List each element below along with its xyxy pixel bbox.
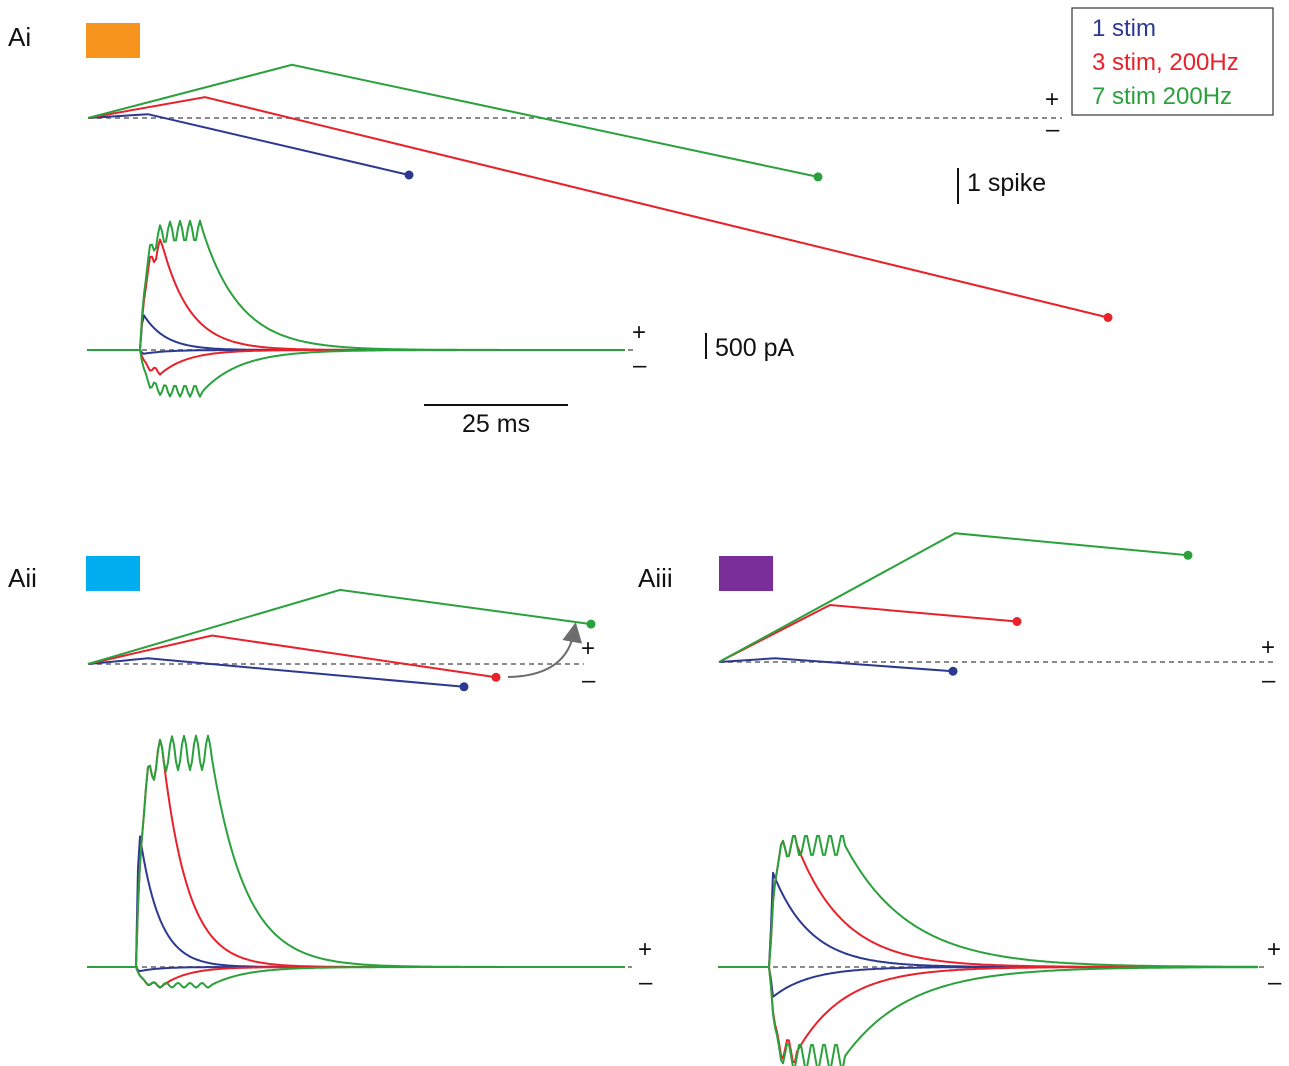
ai-current-neg-7-stim [87,349,625,398]
aiii-summary-endpoint-3-stim [1012,617,1022,626]
aii-current-minus: – [639,969,653,996]
ai-summary-endpoint-3-stim [1103,313,1113,322]
aii-summary-line-1-stim [87,657,465,688]
ai-summary-endpoint-7-stim [813,172,823,182]
ai-summary-minus: – [1046,116,1060,143]
aii-summary-endpoint-7-stim [586,619,596,629]
ai-summary-line-3-stim [87,96,1109,319]
aii-current-neg-7-stim [87,966,625,989]
ai-summary-line-7-stim [87,63,819,178]
legend: 1 stim 3 stim, 200Hz 7 stim 200Hz [1071,7,1274,116]
panel-label-aiii: Aiii [638,563,673,593]
ai-current-neg-3-stim [87,349,625,376]
aiii-current-plus: + [1267,936,1281,963]
aiii-summary-minus: – [1262,667,1276,694]
ai-current-plus: + [632,319,646,346]
aiii-summary-line-1-stim [718,657,954,673]
panel-label-aii: Aii [8,563,37,593]
aiii-current-pos-7-stim [718,834,1258,968]
swatch-aiii [719,556,773,591]
aii-summary-plus: + [581,635,595,662]
ai-current-pos-3-stim [87,238,625,351]
spike-scale-label: 1 spike [967,169,1046,197]
ai-summary-line-1-stim [87,113,410,176]
aii-current-pos-1-stim [87,835,625,968]
legend-item-3-stim: 3 stim, 200Hz [1092,49,1239,76]
ai-summary-endpoint-1-stim [404,170,414,180]
plot-layer [87,63,1258,1066]
ai-summary-plus: + [1045,86,1059,113]
aiii-summary-plus: + [1261,634,1275,661]
swatch-ai [86,23,140,58]
aiii-current-neg-1-stim [718,966,1258,998]
aii-current-pos-3-stim [87,738,625,968]
aii-summary-endpoint-3-stim [491,672,501,682]
aiii-current-minus: – [1268,969,1282,996]
aiii-summary-endpoint-1-stim [948,666,958,676]
ai-current-pos-1-stim [87,314,625,351]
swatch-aii [86,556,140,591]
aii-summary-line-7-stim [87,588,592,665]
ai-current-minus: – [633,352,647,379]
legend-box [1071,7,1274,116]
legend-item-7-stim: 7 stim 200Hz [1092,83,1232,110]
aii-summary-minus: – [582,667,596,694]
aii-current-plus: + [638,936,652,963]
legend-item-1-stim: 1 stim [1092,15,1156,42]
aii-summary-endpoint-1-stim [459,682,469,692]
panel-label-ai: Ai [8,22,31,52]
aiii-current-neg-7-stim [718,966,1258,1066]
aii-arrow [507,622,583,678]
aiii-summary-line-7-stim [718,532,1189,663]
aiii-summary-endpoint-7-stim [1183,550,1193,560]
current-scale-label: 500 pA [715,334,795,362]
ai-current-pos-7-stim [87,219,625,351]
aiii-summary-line-3-stim [718,603,1018,663]
aii-summary-line-3-stim [87,634,497,679]
aii-current-pos-7-stim [87,734,625,968]
time-scale-label: 25 ms [462,410,530,438]
